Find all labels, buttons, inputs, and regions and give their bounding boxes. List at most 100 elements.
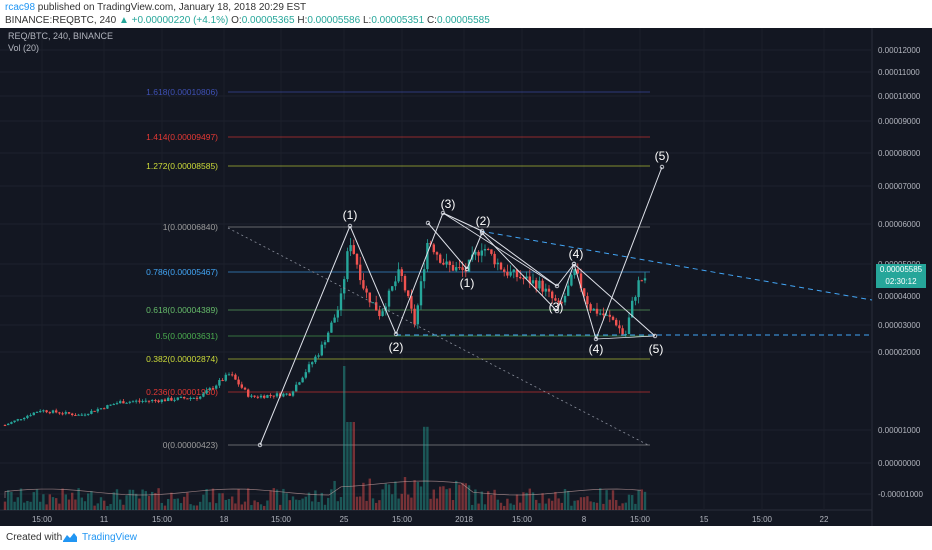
volume-bar [115,489,119,510]
volume-bar [461,482,464,510]
candle-body [259,395,263,398]
candle-body [26,415,29,418]
wave-pivot-point [440,210,446,216]
volume-bar [13,501,16,510]
candle-body [311,362,314,365]
candle-body [67,412,71,414]
volume-bar [99,497,103,510]
volume-bar [368,478,371,510]
wave-label: (5) [649,342,664,356]
price-axis-tick: 0.00006000 [878,220,921,229]
candle-body [16,419,19,421]
elliott-wave-line [573,263,597,340]
volume-bar [77,488,80,510]
sub-wave-line [466,232,483,270]
candle-body [195,397,199,399]
author-link[interactable]: rcac98 [5,2,36,13]
candle-body [7,423,10,426]
close-label: C: [426,15,437,26]
low-label: L: [362,15,372,26]
volume-bar [400,493,403,510]
volume-bar [243,501,247,510]
wave-label: (3) [441,197,456,211]
candle-body [439,254,442,263]
volume-bar [112,492,115,510]
candle-body [131,401,135,403]
wave-label: (1) [343,208,358,222]
candle-body [573,269,576,276]
candle-body [407,290,410,297]
chart-area[interactable]: 0.00012000 0.00011000 0.00010000 0.00009000… [0,28,932,526]
candle-body [266,395,269,398]
price-axis-tick: 0.00001000 [878,426,921,435]
candle-body [599,313,602,315]
candle-body [32,412,35,416]
channel-line [442,212,558,287]
volume-bar [448,488,451,510]
candle-body [291,391,295,396]
candle-body [330,322,333,333]
candle-body [426,242,429,270]
candle-body [179,397,183,399]
volume-bar [352,422,355,510]
volume-bar [173,498,176,510]
candle-body [106,405,109,409]
candle-body [320,344,323,356]
time-axis-tick: 15:00 [512,515,533,524]
candle-body [288,393,291,396]
time-axis-tick: 11 [100,515,109,524]
volume-bar [51,497,55,510]
chart-title: REQ/BTC, 240, BINANCE [8,31,114,41]
candle-body [381,311,384,317]
volume-bar [442,486,445,510]
fib-level-label: 0.786(0.00005467) [146,267,218,277]
volume-bar [493,489,496,510]
candle-body [499,262,503,270]
volume-bar [522,492,525,510]
price-chart[interactable]: 0.00012000 0.00011000 0.00010000 0.00009000… [0,28,932,526]
time-axis-tick: 25 [340,515,349,524]
price-axis-tick: 0.00000000 [878,459,921,468]
volume-bar [643,491,647,510]
volume-bar [419,486,423,510]
candle-body [339,293,343,311]
candle-body [176,397,179,400]
wave-pivot-point [571,261,577,267]
candle-body [13,420,16,423]
candle-body [304,372,307,378]
candle-body [48,412,51,414]
wave-pivot-point [554,283,560,289]
tradingview-brand-link[interactable]: TradingView [82,532,138,543]
candle-body [496,262,499,265]
candle-body [167,397,170,402]
volume-bar [515,494,519,510]
header-bar: rcac98 published on TradingView.com, Jan… [0,0,932,28]
candle-body [503,269,506,272]
volume-bar [378,500,381,510]
candle-body [42,410,45,412]
wave-label: (3) [549,300,564,314]
volume-indicator-label[interactable]: Vol (20) [8,43,40,53]
candle-body [455,267,458,271]
volume-bar [640,489,643,510]
volume-bar [551,500,554,510]
candle-body [490,249,493,254]
candle-body [618,325,621,329]
candle-body [522,278,525,280]
volume-bar [627,494,631,510]
volume-bar [215,503,218,510]
wave-label: (4) [589,342,604,356]
volume-bar [314,490,317,510]
candle-body [199,396,202,399]
candle-body [227,374,231,376]
candle-body [378,310,381,317]
time-axis-tick: 15 [700,515,709,524]
volume-bar [621,503,624,510]
volume-bar [154,493,157,510]
volume-bar [333,480,336,510]
volume-bar [637,490,640,510]
candle-body [493,253,496,265]
volume-bar [487,491,490,510]
candle-body [416,305,419,325]
volume-bar [349,422,352,510]
